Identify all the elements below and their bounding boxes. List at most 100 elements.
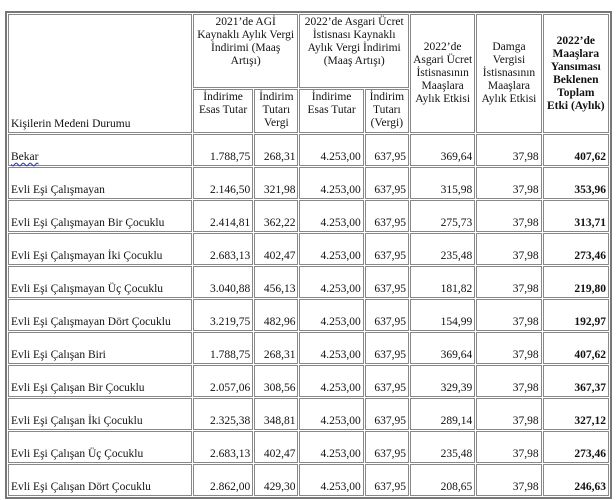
cell-text: 407,62 <box>574 151 606 163</box>
cell-agi-amount: 429,30 <box>254 464 299 496</box>
cell-text: 2.683,13 <box>209 448 251 460</box>
cell-marital-status: Evli Eşi Çalışan Üç Çocuklu <box>8 431 192 463</box>
cell-agi-base: 2.862,00 <box>192 464 254 496</box>
cell-monthly-effect: 315,98 <box>409 167 476 199</box>
cell-agi-amount: 308,56 <box>254 365 299 397</box>
cell-text: 4.253,00 <box>320 415 361 427</box>
cell-text: Evli Eşi Çalışan Biri <box>11 349 106 361</box>
cell-agi-base: 1.788,75 <box>192 332 254 364</box>
cell-agi-base: 1.788,75 <box>192 134 254 166</box>
cell-asgari-base: 4.253,00 <box>299 431 364 463</box>
cell-text: 208,65 <box>440 481 473 493</box>
cell-marital-status: Evli Eşi Çalışan İki Çocuklu <box>8 398 192 430</box>
cell-stamp-tax: 37,98 <box>476 200 542 232</box>
header-asgari: 2022’de Asgari Ücret İstisnası Kaynaklı … <box>299 14 409 88</box>
cell-text: 327,12 <box>574 415 606 427</box>
cell-stamp-tax: 37,98 <box>476 134 542 166</box>
cell-agi-base: 2.325,38 <box>192 398 254 430</box>
cell-text: 37,98 <box>512 415 539 427</box>
cell-text: 315,98 <box>440 184 473 196</box>
cell-text: 637,95 <box>374 349 406 361</box>
cell-text: 37,98 <box>512 184 539 196</box>
cell-marital-status: Evli Eşi Çalışan Bir Çocuklu <box>8 365 192 397</box>
cell-text: 2.146,50 <box>209 184 251 196</box>
cell-asgari-base: 4.253,00 <box>299 266 364 298</box>
cell-text: 313,71 <box>574 217 606 229</box>
cell-total-effect: 246,63 <box>542 464 609 496</box>
cell-text: 637,95 <box>374 184 406 196</box>
cell-asgari-base: 4.253,00 <box>299 233 364 265</box>
cell-text: Evli Eşi Çalışmayan <box>11 184 105 196</box>
cell-text: 2.414,81 <box>209 217 251 229</box>
table-row: Evli Eşi Çalışan Üç Çocuklu 2.683,13 402,4… <box>8 431 609 463</box>
cell-text: 4.253,00 <box>320 481 361 493</box>
cell-text: 348,81 <box>263 415 296 427</box>
cell-asgari-base: 4.253,00 <box>299 365 364 397</box>
cell-text: 37,98 <box>512 217 539 229</box>
cell-marital-status: Evli Eşi Çalışmayan <box>8 167 192 199</box>
cell-monthly-effect: 235,48 <box>409 233 476 265</box>
cell-agi-amount: 268,31 <box>254 134 299 166</box>
cell-total-effect: 273,46 <box>542 233 609 265</box>
cell-text: 273,46 <box>574 448 606 460</box>
cell-text: 219,80 <box>574 283 606 295</box>
cell-monthly-effect: 275,73 <box>409 200 476 232</box>
cell-text: 369,64 <box>440 349 473 361</box>
cell-text: Evli Eşi Çalışan Dört Çocuklu <box>11 481 151 493</box>
cell-text: 4.253,00 <box>320 316 361 328</box>
cell-agi-amount: 348,81 <box>254 398 299 430</box>
cell-text: 3.219,75 <box>209 316 251 328</box>
cell-text: Evli Eşi Çalışan İki Çocuklu <box>11 415 143 427</box>
cell-text: 637,95 <box>374 316 406 328</box>
cell-text: 37,98 <box>512 151 539 163</box>
cell-text: 4.253,00 <box>320 184 361 196</box>
cell-text: 2.057,06 <box>209 382 251 394</box>
cell-agi-base: 3.040,88 <box>192 266 254 298</box>
cell-text: 367,37 <box>574 382 606 394</box>
cell-text: 246,63 <box>574 481 606 493</box>
cell-asgari-amount: 637,95 <box>364 332 409 364</box>
header-agi-base: İndirime Esas Tutar <box>192 89 254 133</box>
cell-text: 4.253,00 <box>320 151 361 163</box>
cell-text: Bekar <box>11 151 39 163</box>
cell-text: 402,47 <box>263 448 296 460</box>
cell-text: 637,95 <box>374 448 406 460</box>
cell-asgari-base: 4.253,00 <box>299 200 364 232</box>
cell-asgari-amount: 637,95 <box>364 431 409 463</box>
cell-agi-amount: 402,47 <box>254 233 299 265</box>
cell-text: Evli Eşi Çalışmayan Bir Çocuklu <box>11 217 165 229</box>
cell-text: 353,96 <box>574 184 606 196</box>
cell-total-effect: 313,71 <box>542 200 609 232</box>
cell-text: 4.253,00 <box>320 448 361 460</box>
table-row: Evli Eşi Çalışan İki Çocuklu 2.325,38 348,… <box>8 398 609 430</box>
header-agi: 2021’de AGİ Kaynaklı Aylık Vergi İndirim… <box>192 14 299 88</box>
table-row: Evli Eşi Çalışmayan Üç Çocuklu 3.040,88 45… <box>8 266 609 298</box>
cell-stamp-tax: 37,98 <box>476 464 542 496</box>
cell-stamp-tax: 37,98 <box>476 365 542 397</box>
cell-asgari-amount: 637,95 <box>364 299 409 331</box>
cell-text: 4.253,00 <box>320 382 361 394</box>
cell-marital-status: Evli Eşi Çalışan Dört Çocuklu <box>8 464 192 496</box>
table-row: Evli Eşi Çalışmayan Dört Çocuklu 3.219,75… <box>8 299 609 331</box>
cell-text: 1.788,75 <box>209 349 251 361</box>
cell-text: Evli Eşi Çalışmayan İki Çocuklu <box>11 250 163 262</box>
cell-text: 37,98 <box>512 283 539 295</box>
cell-stamp-tax: 37,98 <box>476 266 542 298</box>
cell-total-effect: 407,62 <box>542 332 609 364</box>
cell-asgari-base: 4.253,00 <box>299 167 364 199</box>
cell-text: 37,98 <box>512 481 539 493</box>
cell-marital-status: Evli Eşi Çalışan Biri <box>8 332 192 364</box>
cell-asgari-amount: 637,95 <box>364 398 409 430</box>
cell-asgari-base: 4.253,00 <box>299 332 364 364</box>
cell-asgari-base: 4.253,00 <box>299 299 364 331</box>
cell-agi-base: 2.146,50 <box>192 167 254 199</box>
cell-text: 407,62 <box>574 349 606 361</box>
cell-text: 2.325,38 <box>209 415 251 427</box>
cell-text: Evli Eşi Çalışan Bir Çocuklu <box>11 382 145 394</box>
cell-total-effect: 273,46 <box>542 431 609 463</box>
cell-asgari-amount: 637,95 <box>364 233 409 265</box>
cell-text: 37,98 <box>512 250 539 262</box>
cell-text: 37,98 <box>512 448 539 460</box>
cell-text: 37,98 <box>512 316 539 328</box>
cell-text: 321,98 <box>263 184 296 196</box>
